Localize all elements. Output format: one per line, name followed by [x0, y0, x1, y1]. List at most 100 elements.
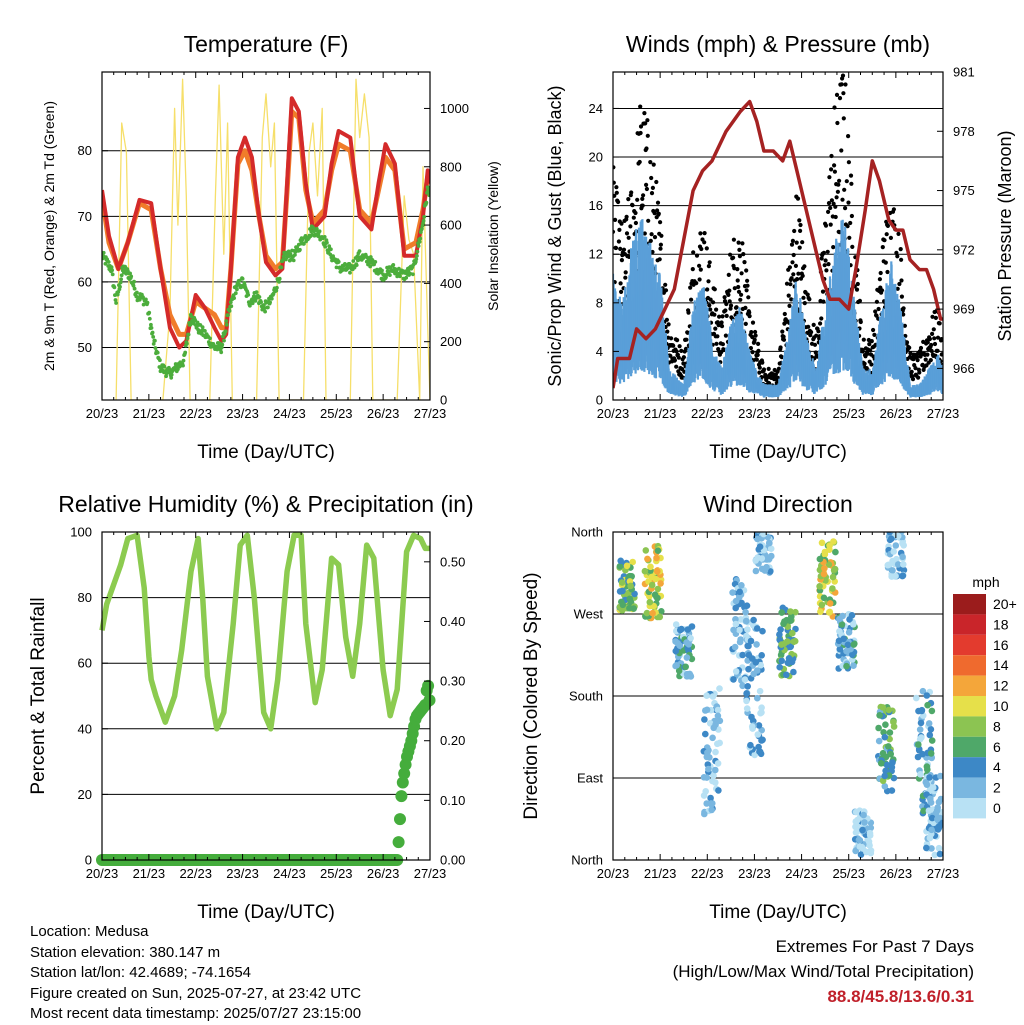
direction-point	[843, 647, 850, 655]
direction-point	[758, 726, 765, 734]
direction-point	[750, 616, 757, 624]
direction-point	[888, 523, 895, 530]
y-axis-label: 2m & 9m T (Red, Orange) & 2m Td (Green)	[41, 101, 57, 371]
direction-point	[884, 523, 891, 530]
gust-point	[658, 220, 663, 225]
direction-point	[672, 638, 679, 645]
direction-point	[701, 716, 708, 723]
dewpoint-point	[110, 268, 114, 273]
direction-point	[917, 719, 925, 727]
direction-point	[791, 637, 799, 645]
direction-point	[705, 765, 712, 773]
dewpoint-point	[132, 279, 137, 284]
gust-point	[640, 203, 645, 208]
dewpoint-point	[298, 247, 302, 252]
direction-point	[887, 750, 894, 758]
chart-title: Wind Direction	[703, 491, 853, 517]
dewpoint-point	[106, 260, 111, 264]
gust-point	[650, 249, 655, 255]
gust-point	[731, 255, 736, 260]
x-tick-label: 27/23	[414, 866, 447, 881]
dewpoint-point	[391, 263, 396, 267]
gust-point	[640, 196, 645, 201]
colorbar-label: 12	[993, 678, 1009, 694]
direction-point	[899, 553, 906, 561]
direction-point	[850, 662, 857, 669]
series-group	[102, 78, 430, 400]
direction-point	[937, 795, 943, 803]
gust-point	[797, 218, 802, 223]
dewpoint-point	[348, 270, 352, 275]
gust-point	[732, 286, 737, 291]
direction-point	[894, 532, 902, 540]
gust-point	[699, 246, 704, 252]
gust-point	[740, 241, 745, 246]
gust-point	[767, 381, 772, 386]
gust-point	[831, 201, 836, 206]
direction-point	[648, 573, 656, 581]
gust-point	[727, 288, 732, 293]
gust-point	[848, 173, 854, 178]
dewpoint-point	[334, 265, 339, 270]
direction-point	[732, 668, 740, 675]
direction-point	[887, 522, 894, 529]
direction-point	[715, 787, 722, 794]
direction-point	[820, 594, 828, 602]
gust-point	[801, 295, 806, 300]
x-tick-label: 21/23	[133, 866, 166, 881]
direction-point	[887, 520, 894, 527]
dewpoint-point	[181, 363, 185, 368]
direction-point	[743, 705, 751, 712]
gust-point	[712, 312, 717, 317]
dewpoint-point	[380, 268, 384, 273]
direction-point	[708, 806, 715, 814]
gust-point	[846, 200, 851, 205]
dewpoint-point	[246, 293, 251, 297]
gust-point	[883, 260, 888, 265]
y2-tick-label: 966	[953, 361, 975, 376]
direction-point	[838, 621, 846, 628]
dewpoint-point	[266, 305, 270, 310]
direction-point	[732, 604, 739, 612]
gust-point	[796, 271, 801, 276]
gust-point	[674, 364, 679, 369]
gust-point	[818, 321, 823, 326]
gust-point	[686, 310, 691, 315]
gust-point	[630, 203, 635, 208]
direction-point	[701, 810, 708, 818]
temp-2m-series	[102, 96, 430, 350]
dewpoint-point	[114, 301, 118, 305]
gust-point	[747, 310, 752, 315]
gust-point	[822, 263, 827, 268]
extremes-subtitle: (High/Low/Max Wind/Total Precipitation)	[672, 962, 974, 981]
direction-point	[889, 567, 896, 574]
dewpoint-point	[411, 272, 415, 277]
direction-point	[672, 621, 680, 628]
gust-point	[689, 297, 694, 302]
gust-point	[613, 193, 617, 198]
direction-point	[826, 608, 834, 616]
gust-point	[721, 347, 726, 353]
direction-point	[732, 616, 739, 623]
direction-point	[925, 720, 933, 727]
direction-point	[881, 783, 889, 790]
dewpoint-point	[414, 257, 419, 261]
direction-point	[781, 618, 788, 625]
precip-point	[396, 776, 409, 789]
dewpoint-point	[109, 265, 114, 269]
direction-point	[890, 718, 897, 726]
direction-point	[829, 585, 836, 592]
direction-point	[756, 687, 764, 695]
direction-point	[754, 535, 761, 543]
direction-point	[915, 741, 922, 748]
dewpoint-point	[102, 250, 106, 255]
direction-point	[826, 542, 833, 549]
direction-point	[820, 570, 828, 578]
dewpoint-point	[418, 236, 423, 241]
direction-point	[683, 654, 691, 661]
gust-point	[843, 206, 848, 211]
gust-point	[694, 281, 699, 286]
gust-point	[734, 305, 739, 310]
direction-point	[759, 736, 766, 744]
direction-point	[629, 558, 636, 566]
